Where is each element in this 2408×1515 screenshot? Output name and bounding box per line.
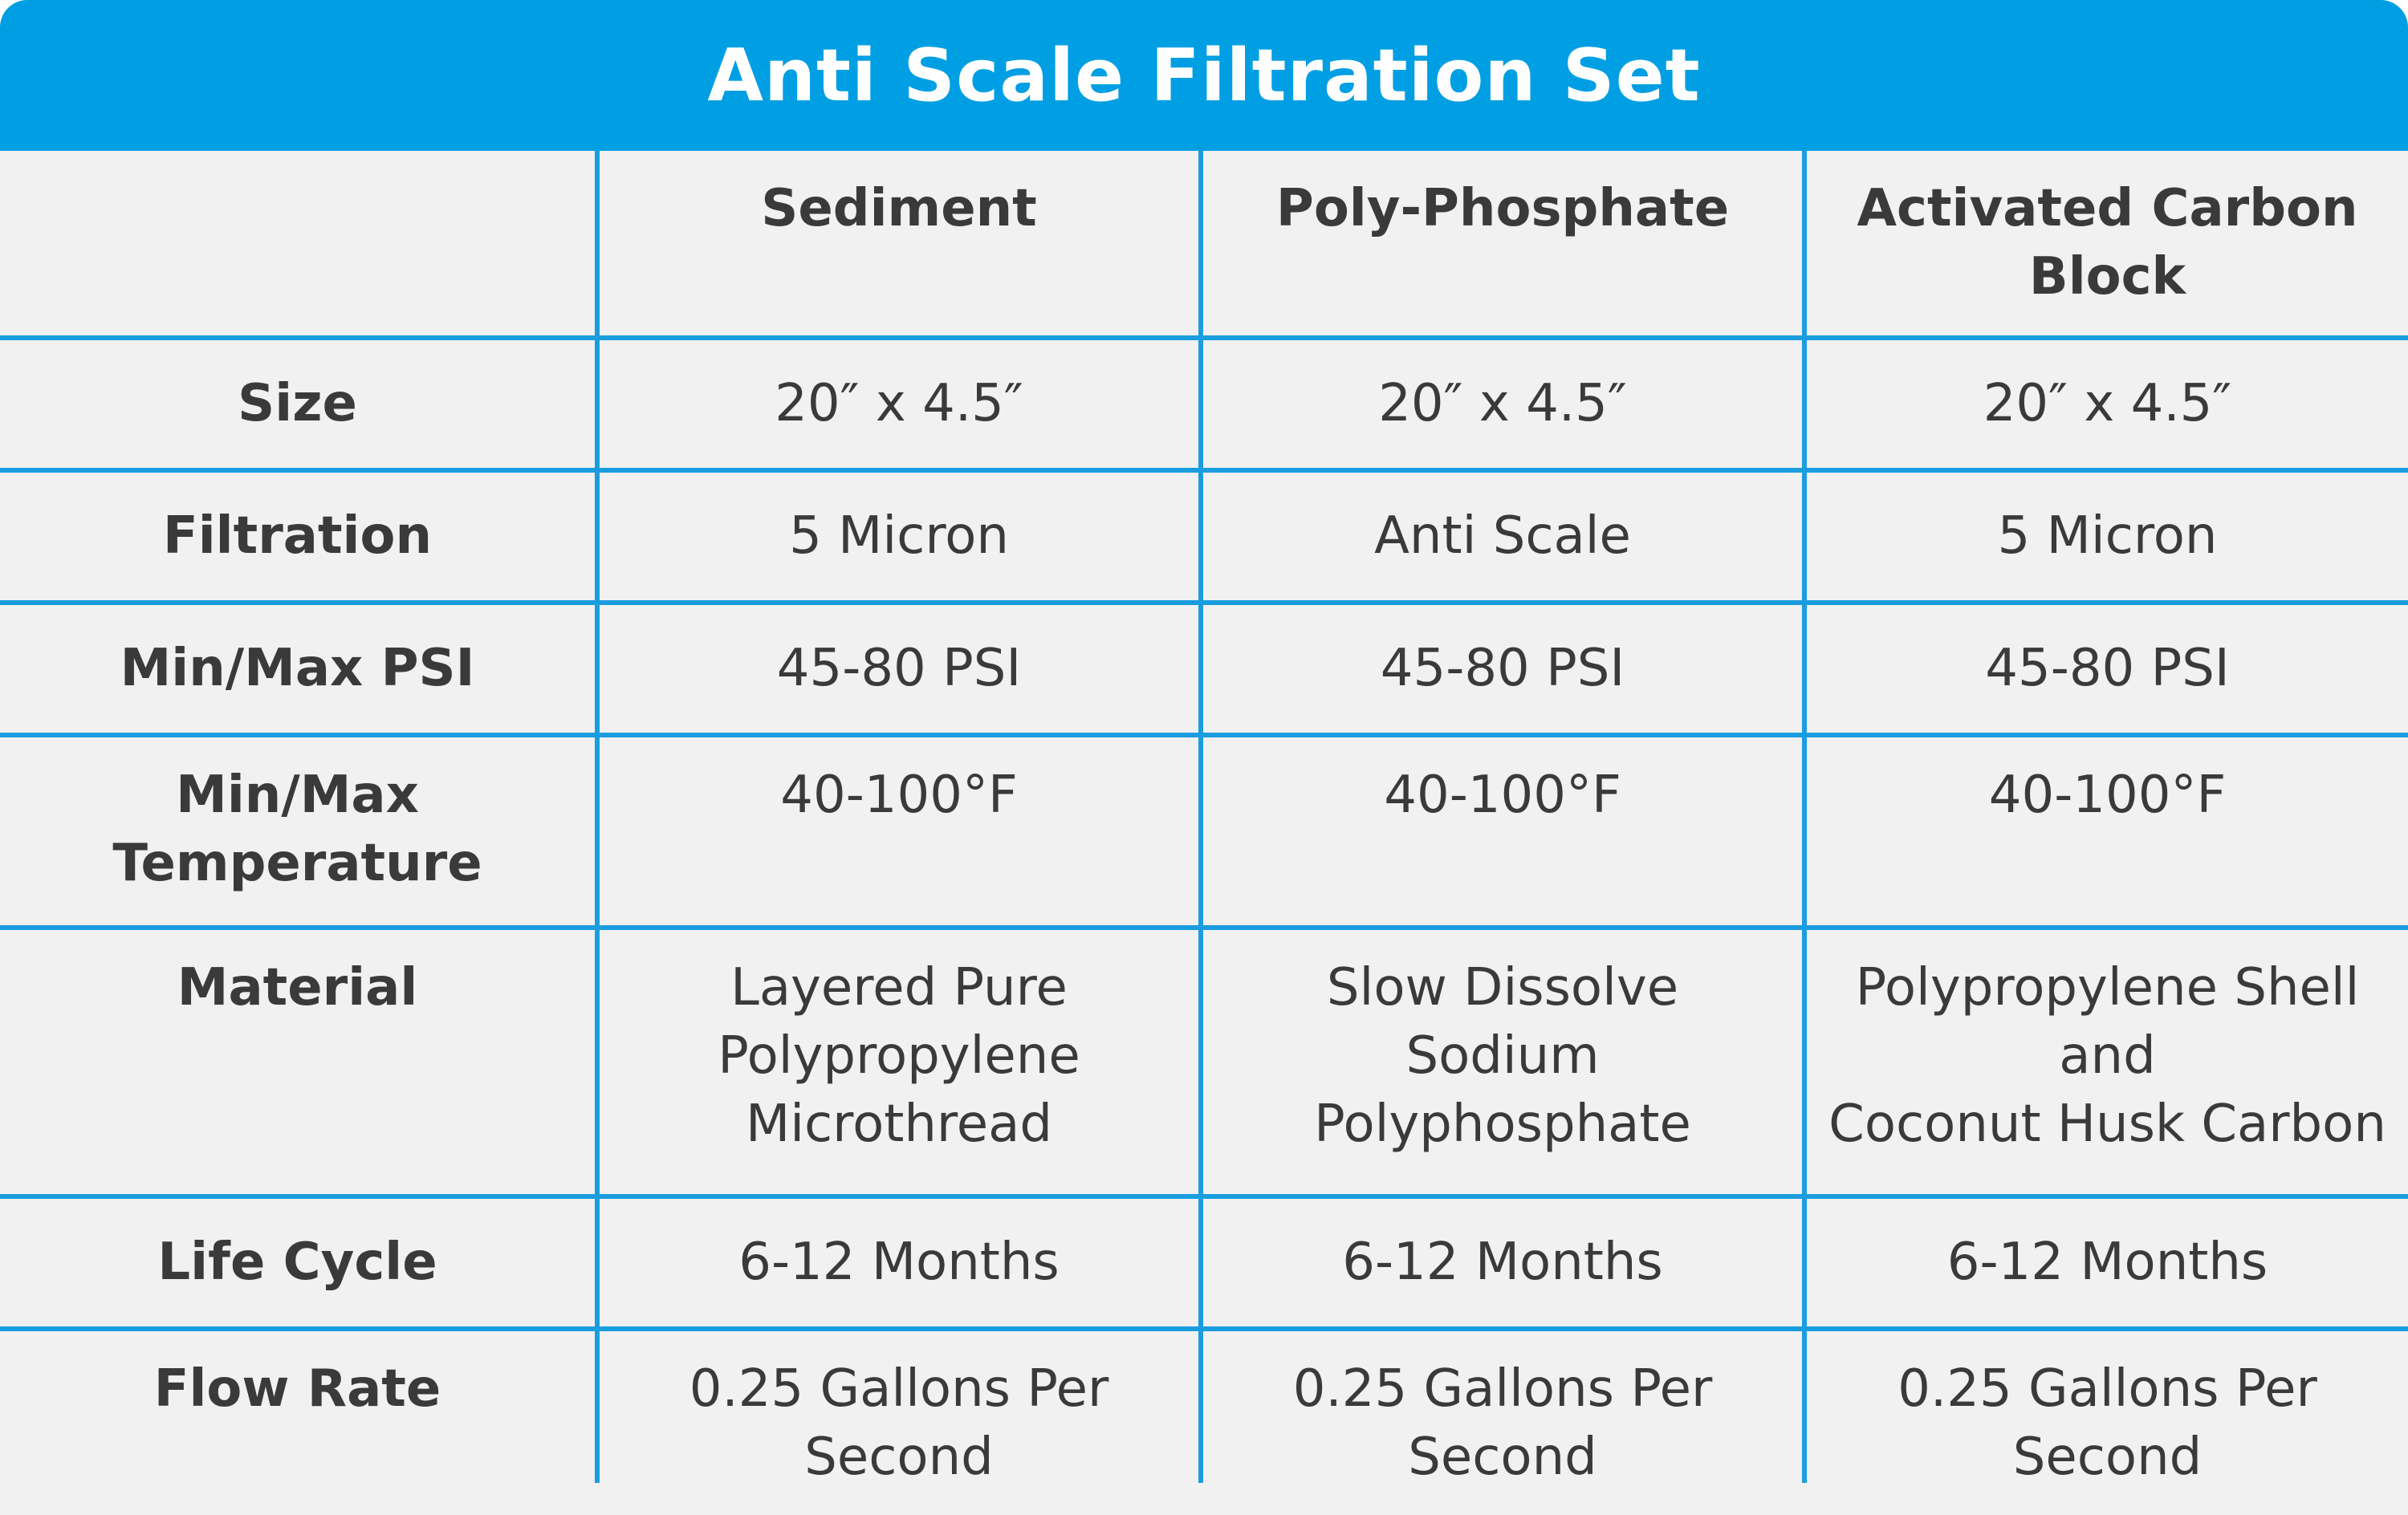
size-sediment: 20″ x 4.5″ (600, 340, 1203, 473)
row-label-material: Material (0, 930, 600, 1199)
psi-carbon-block: 45-80 PSI (1807, 605, 2408, 737)
row-label-psi: Min/Max PSI (0, 605, 600, 737)
flow-rate-poly-phosphate: 0.25 Gallons Per Second (1203, 1331, 1807, 1487)
spec-table: Sediment Poly-Phosphate Activated Carbon… (0, 151, 2408, 1515)
filtration-carbon-block: 5 Micron (1807, 473, 2408, 605)
flow-rate-carbon-block: 0.25 Gallons Per Second (1898, 1359, 2317, 1487)
psi-sediment: 45-80 PSI (600, 605, 1203, 737)
size-carbon-block: 20″ x 4.5″ (1807, 340, 2408, 473)
material-poly-phosphate: Slow Dissolve Sodium Polyphosphate (1203, 930, 1807, 1199)
temperature-carbon-block: 40-100°F (1807, 737, 2408, 930)
row-label-temperature: Min/Max Temperature (0, 737, 600, 930)
header-poly-phosphate: Poly-Phosphate (1203, 151, 1807, 340)
life-cycle-sediment: 6-12 Months (600, 1199, 1203, 1331)
header-empty-cell (0, 151, 600, 340)
temperature-poly-phosphate: 40-100°F (1203, 737, 1807, 930)
temperature-sediment: 40-100°F (600, 737, 1203, 930)
psi-poly-phosphate: 45-80 PSI (1203, 605, 1807, 737)
life-cycle-carbon-block: 6-12 Months (1807, 1199, 2408, 1331)
header-sediment: Sediment (600, 151, 1203, 340)
size-poly-phosphate: 20″ x 4.5″ (1203, 340, 1807, 473)
row-label-size: Size (0, 340, 600, 473)
row-label-flow-rate: Flow Rate (0, 1331, 600, 1483)
title-bar: Anti Scale Filtration Set (0, 0, 2408, 151)
life-cycle-poly-phosphate: 6-12 Months (1203, 1199, 1807, 1331)
row-label-life-cycle: Life Cycle (0, 1199, 600, 1331)
header-activated-carbon-block: Activated Carbon Block (1807, 151, 2408, 340)
row-label-filtration: Filtration (0, 473, 600, 605)
table-title: Anti Scale Filtration Set (707, 33, 1701, 118)
flow-rate-sediment: 0.25 Gallons Per Second (600, 1331, 1203, 1487)
filtration-sediment: 5 Micron (600, 473, 1203, 605)
material-sediment: Layered Pure Polypropylene Microthread (600, 930, 1203, 1199)
material-carbon-block: Polypropylene Shell and Coconut Husk Car… (1807, 930, 2408, 1199)
filtration-poly-phosphate: Anti Scale (1203, 473, 1807, 605)
